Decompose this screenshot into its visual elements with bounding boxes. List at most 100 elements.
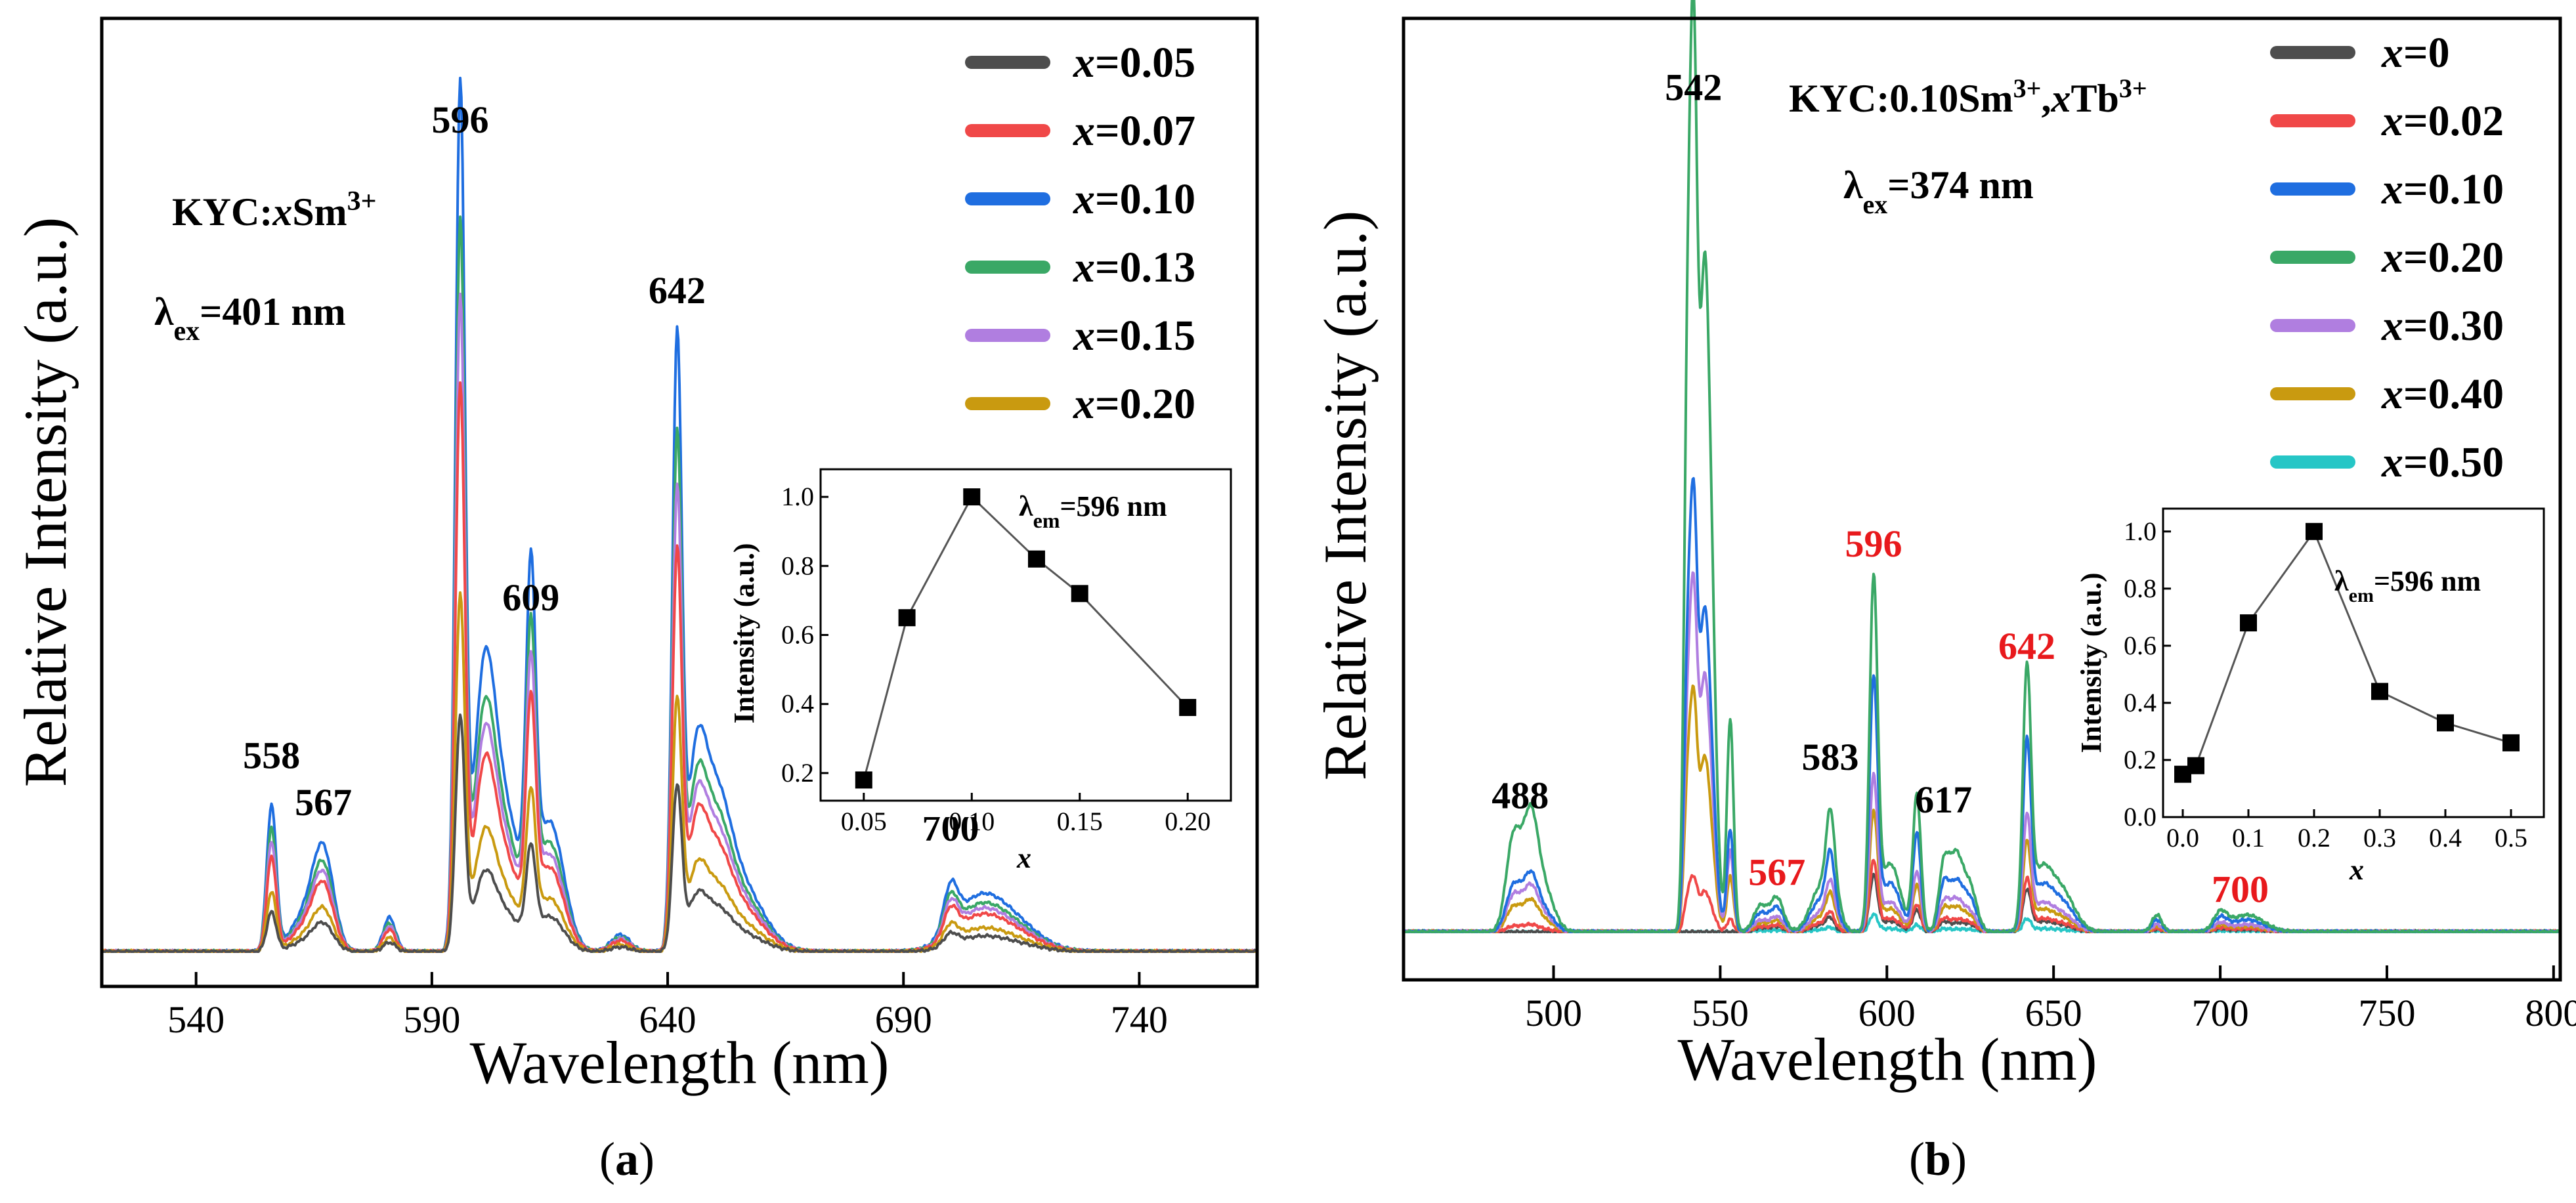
x-tick-label: 690 [875,998,932,1041]
panel-b-inset-frame [2162,507,2545,818]
inset-x-tick-label: 0.15 [1057,807,1103,836]
peak-label-583: 583 [1801,736,1858,778]
inset-y-tick-label: 0.2 [2124,745,2157,774]
panel-b-excitation-label: λex=374 nm [1843,163,2034,219]
inset-x-tick-label: 0.1 [2232,823,2265,853]
panel-b-legend: x=0 x=0.02 x=0.10 x=0.20 x=0.30 x=0.40 x=0.50 [2270,29,2504,486]
legend-entry: x=0.07 [1073,107,1195,155]
inset-data-point [963,488,981,506]
peak-label-596: 596 [1845,522,1902,565]
inset-data-point [2371,683,2388,700]
panel-a-composition-label: KYC:xSm3+ [172,186,377,234]
inset-data-point [898,609,916,627]
panel-a-excitation-label: λex=401 nm [154,290,346,347]
legend-entry: x=0.10 [1073,175,1195,223]
inset-data-point [1071,585,1088,602]
inset-x-tick-label: 0.4 [2429,823,2462,853]
spectrum-x-0-05 [101,713,1258,953]
panel-b-inset-points [2174,522,2520,783]
peak-label-567: 567 [295,781,352,824]
inset-data-point [1179,698,1197,716]
peak-label-642: 642 [649,269,706,312]
inset-y-tick-label: 0.0 [2124,802,2157,832]
inset-y-tick-label: 0.4 [781,689,814,719]
panel-b-spectra [1402,0,2562,933]
inset-data-point [855,771,872,789]
peak-label-609: 609 [502,576,559,619]
panel-a-frame [100,16,1259,988]
x-tick-label: 550 [1692,992,1749,1034]
x-tick-label: 500 [1525,992,1582,1034]
inset-data-point [2502,734,2520,751]
inset-x-tick-label: 0.20 [1165,807,1211,836]
inset-y-tick-label: 0.6 [2124,631,2157,660]
panel-b: 500 550 600 650 700 750 800 Wavelength (nm) Re… [1312,0,2576,1185]
panel-a: 540 590 640 690 740 Wavelength (nm) Relative… [12,16,1259,1185]
panel-b-frame [1402,16,2562,982]
inset-x-tick-label: 0.0 [2166,823,2199,853]
panel-b-inset: 0.0 0.1 0.2 0.3 0.4 0.5 0.0 0.2 0.4 0.6 0.8 1.0 x I… [2075,489,2554,886]
inset-x-tick-label: 0.05 [841,807,887,836]
inset-data-point [1027,550,1045,568]
inset-y-tick-label: 0.4 [2124,688,2157,717]
panel-a-label: (a) [599,1133,655,1185]
inset-data-point [2187,757,2204,774]
panel-a-inset-line [863,495,1189,780]
x-tick-label: 700 [2192,992,2249,1034]
x-tick-label: 540 [167,998,225,1041]
panel-a-inset-y-title: Intensity (a.u.) [728,543,760,723]
panel-a-y-axis-title: Relative Intensity (a.u.) [12,217,79,788]
peak-label-542: 542 [1665,66,1722,109]
x-tick-label: 590 [403,998,460,1041]
legend-entry: x=0.40 [2381,370,2504,418]
panel-a-legend: x=0.05 x=0.07 x=0.10 x=0.13 x=0.15 x=0.20 [965,39,1195,428]
inset-x-tick-label: 0.3 [2363,823,2396,853]
peak-label-558: 558 [243,734,300,777]
legend-entry: x=0.20 [2381,234,2504,282]
inset-x-tick-label: 0.5 [2495,823,2527,853]
panel-a-inset: 0.05 0.10 0.15 0.20 0.2 0.4 0.6 0.8 1.0 x Intens… [728,466,1251,874]
inset-data-point [2240,614,2257,632]
x-tick-label: 600 [1858,992,1916,1034]
x-tick-label: 800 [2525,992,2576,1034]
x-tick-label: 640 [639,998,697,1041]
panel-b-x-ticks: 500 550 600 650 700 750 800 [1525,965,2576,1034]
inset-y-tick-label: 0.8 [781,551,814,580]
inset-y-tick-label: 0.2 [781,758,814,788]
legend-entry: x=0.50 [2381,438,2504,486]
inset-x-tick-label: 0.10 [949,807,995,836]
panel-a-inset-x-title: x [1016,842,1031,874]
panel-b-inset-x-title: x [2349,854,2364,886]
inset-data-point [2306,522,2323,540]
panel-b-label: (b) [1909,1133,1967,1185]
legend-entry: x=0.05 [1073,39,1195,87]
panel-a-inset-ticks: 0.05 0.10 0.15 0.20 0.2 0.4 0.6 0.8 1.0 [781,482,1211,836]
peak-label-642: 642 [1998,625,2055,667]
panel-a-x-ticks: 540 590 640 690 740 [167,972,1168,1041]
panel-a-inset-points [855,488,1197,789]
spectrum-x-0-20 [1402,0,2561,933]
legend-entry: x=0.10 [2381,165,2504,213]
inset-x-tick-label: 0.2 [2298,823,2330,853]
panel-a-spectra [100,76,1258,953]
peak-label-596: 596 [431,98,488,141]
peak-label-488: 488 [1492,774,1549,817]
inset-y-tick-label: 1.0 [2124,517,2157,546]
legend-entry: x=0.15 [1073,312,1195,360]
legend-entry: x=0.30 [2381,302,2504,350]
x-tick-label: 650 [2025,992,2082,1034]
inset-y-tick-label: 0.8 [2124,574,2157,603]
legend-entry: x=0.02 [2381,97,2504,145]
panel-b-inset-ticks: 0.0 0.1 0.2 0.3 0.4 0.5 0.0 0.2 0.4 0.6 0.8 1.0 [2124,517,2527,853]
legend-entry: x=0.20 [1073,380,1195,428]
inset-y-tick-label: 0.6 [781,620,814,650]
inset-y-tick-label: 1.0 [781,482,814,511]
inset-data-point [2437,714,2454,732]
legend-entry: x=0 [2381,29,2450,77]
peak-label-617: 617 [1915,778,1972,821]
panel-a-x-axis-title: Wavelength (nm) [470,1029,890,1096]
peak-label-567: 567 [1748,851,1805,894]
panel-b-inset-y-title: Intensity (a.u.) [2075,572,2107,753]
